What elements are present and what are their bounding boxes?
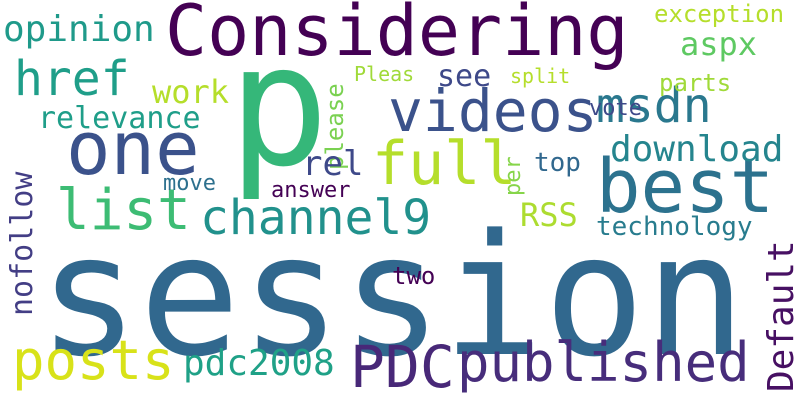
word-msdn: msdn bbox=[596, 78, 712, 134]
word-see: see bbox=[437, 59, 492, 94]
word-one: one bbox=[66, 106, 200, 192]
word-channel9: channel9 bbox=[200, 190, 432, 246]
word-exception: exception bbox=[654, 0, 785, 28]
word-session: session bbox=[38, 198, 747, 394]
word-p: p bbox=[228, 8, 330, 204]
word-list: list bbox=[56, 178, 191, 243]
word-posts: posts bbox=[12, 329, 175, 392]
word-relevance: relevance bbox=[38, 101, 201, 136]
word-move: move bbox=[163, 171, 216, 196]
word-parts: parts bbox=[659, 69, 732, 97]
word-aspx: aspx bbox=[680, 25, 758, 63]
word-videos: videos bbox=[388, 77, 598, 145]
word-per: per bbox=[501, 156, 526, 196]
word-best: best bbox=[596, 144, 775, 230]
word-split: split bbox=[510, 64, 571, 88]
word-published: published bbox=[457, 331, 750, 394]
word-pdc2008: pdc2008 bbox=[183, 343, 335, 384]
word-pdc-upper: PDC bbox=[350, 333, 455, 400]
word-nofollow: nofollow bbox=[5, 171, 40, 317]
word-default: Default bbox=[761, 240, 800, 392]
word-rss: RSS bbox=[520, 196, 578, 234]
word-opinion: opinion bbox=[3, 9, 155, 50]
word-pleas: Pleas bbox=[354, 62, 415, 86]
word-top: top bbox=[534, 148, 581, 178]
word-full: full bbox=[372, 129, 517, 199]
word-href: href bbox=[14, 51, 130, 107]
word-rel: rel bbox=[302, 144, 364, 184]
word-technology: technology bbox=[596, 212, 753, 242]
word-work: work bbox=[152, 73, 230, 111]
word-considering: Considering bbox=[165, 0, 629, 72]
word-answer: answer bbox=[271, 178, 351, 203]
word-vote: vote bbox=[589, 96, 642, 121]
word-download: download bbox=[610, 129, 784, 170]
word-two: two bbox=[392, 262, 436, 290]
